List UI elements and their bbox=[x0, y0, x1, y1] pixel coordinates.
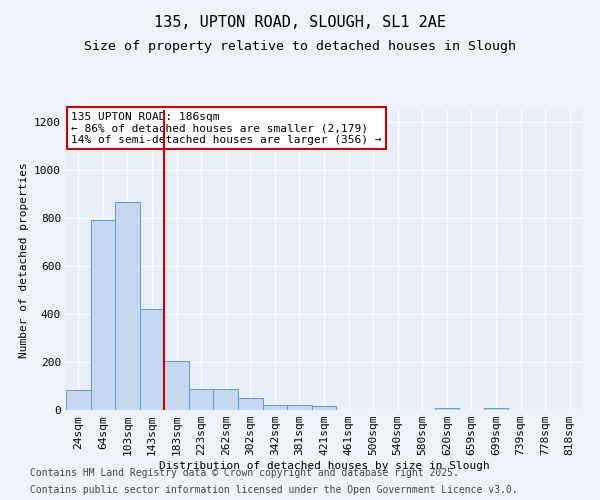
Bar bbox=[91, 220, 115, 410]
Bar bbox=[484, 408, 508, 410]
X-axis label: Distribution of detached houses by size in Slough: Distribution of detached houses by size … bbox=[158, 461, 490, 471]
Bar bbox=[189, 389, 214, 410]
Bar bbox=[238, 398, 263, 410]
Text: Contains HM Land Registry data © Crown copyright and database right 2025.: Contains HM Land Registry data © Crown c… bbox=[30, 468, 459, 477]
Bar bbox=[66, 390, 91, 410]
Y-axis label: Number of detached properties: Number of detached properties bbox=[19, 162, 29, 358]
Bar bbox=[287, 404, 312, 410]
Bar bbox=[312, 406, 336, 410]
Bar bbox=[263, 404, 287, 410]
Text: 135, UPTON ROAD, SLOUGH, SL1 2AE: 135, UPTON ROAD, SLOUGH, SL1 2AE bbox=[154, 15, 446, 30]
Bar bbox=[115, 202, 140, 410]
Bar bbox=[164, 361, 189, 410]
Text: Contains public sector information licensed under the Open Government Licence v3: Contains public sector information licen… bbox=[30, 485, 518, 495]
Bar bbox=[214, 389, 238, 410]
Bar bbox=[434, 408, 459, 410]
Text: Size of property relative to detached houses in Slough: Size of property relative to detached ho… bbox=[84, 40, 516, 53]
Text: 135 UPTON ROAD: 186sqm
← 86% of detached houses are smaller (2,179)
14% of semi-: 135 UPTON ROAD: 186sqm ← 86% of detached… bbox=[71, 112, 382, 144]
Bar bbox=[140, 309, 164, 410]
